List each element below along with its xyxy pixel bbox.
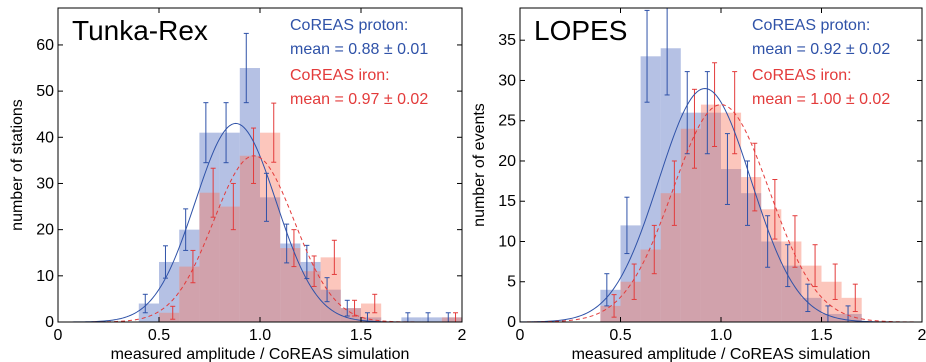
bar-proton [700, 112, 721, 322]
x-tick-label: 2 [918, 327, 926, 344]
bar-iron [441, 317, 462, 322]
bar-iron [219, 206, 240, 322]
legend-proton-stat: mean = 0.92 ± 0.02 [752, 41, 890, 58]
fit-curve-iron [58, 155, 462, 322]
bar-proton [841, 313, 862, 322]
bar-iron [340, 308, 361, 322]
legend-iron-stat: mean = 1.00 ± 0.02 [752, 91, 890, 108]
bar-iron [801, 265, 822, 322]
bar-proton [159, 261, 180, 322]
bar-proton [620, 225, 641, 322]
y-tick-label: 30 [36, 175, 54, 192]
legend-proton-label: CoREAS proton: [290, 17, 408, 34]
y-axis-label: number of events [471, 103, 488, 227]
y-tick-label: 30 [498, 72, 516, 89]
y-tick-label: 10 [498, 233, 516, 250]
bar-proton [640, 56, 661, 322]
y-axis-label: number of stations [9, 99, 26, 231]
y-tick-label: 40 [36, 129, 54, 146]
bar-proton [260, 197, 281, 322]
bar-iron [620, 281, 641, 322]
bar-iron [300, 271, 321, 322]
legend-iron-stat: mean = 0.97 ± 0.02 [290, 91, 428, 108]
bar-iron [199, 192, 220, 322]
x-tick-label: 1.5 [810, 327, 832, 344]
bar-proton [401, 317, 422, 322]
bar-proton [320, 289, 341, 322]
bar-iron [721, 112, 742, 322]
bar-iron [761, 209, 782, 322]
x-tick-label: 0.5 [609, 327, 631, 344]
y-tick-label: 0 [45, 314, 54, 331]
bar-iron [700, 104, 721, 322]
x-tick-label: 0.5 [148, 327, 170, 344]
bar-iron [179, 266, 200, 322]
bar-iron [680, 128, 701, 322]
bar-proton [138, 303, 159, 322]
bar-proton [821, 313, 842, 322]
panel-title: Tunka-Rex [72, 15, 208, 46]
y-tick-label: 25 [498, 113, 516, 130]
bar-proton [340, 308, 361, 322]
legend-iron-label: CoREAS iron: [290, 67, 390, 84]
chart-panel-2: 0 5 10 15 20 25 30 35 0 0.5 1.0 1.5 2 measured amplit… [471, 7, 926, 362]
legend-proton-stat: mean = 0.88 ± 0.01 [290, 41, 428, 58]
bar-proton [781, 265, 802, 322]
y-tick-label: 20 [498, 153, 516, 170]
y-tick-label: 20 [36, 222, 54, 239]
y-tick-label: 15 [498, 193, 516, 210]
legend-proton-label: CoREAS proton: [752, 17, 870, 34]
y-tick-label: 60 [36, 37, 54, 54]
y-tick-label: 0 [507, 314, 516, 331]
bar-proton [801, 297, 822, 322]
bar-proton [199, 132, 220, 322]
bar-proton [761, 241, 782, 322]
bar-proton [421, 317, 442, 322]
x-tick-label: 0 [516, 327, 525, 344]
x-axis-label: measured amplitude / CoREAS simulation [111, 346, 410, 362]
bar-iron [239, 155, 260, 322]
x-tick-label: 2 [458, 327, 467, 344]
plot-area [520, 8, 922, 322]
bar-iron [821, 281, 842, 322]
bar-proton [219, 132, 240, 322]
panel-title: LOPES [534, 15, 627, 46]
bar-iron [159, 312, 180, 322]
fit-curve-proton [520, 88, 922, 322]
fit-curve-iron [520, 104, 922, 322]
y-tick-label: 35 [498, 32, 516, 49]
bar-iron [640, 249, 661, 322]
bar-iron [260, 132, 281, 322]
bar-iron [841, 297, 862, 322]
x-axis-label: measured amplitude / CoREAS simulation [572, 346, 871, 362]
bar-iron [660, 193, 681, 322]
chart-panel-1: 0 10 20 30 40 50 60 0 0.5 1.0 1.5 2 measured amplitu… [9, 7, 467, 362]
bar-iron [361, 303, 382, 322]
bar-proton [680, 112, 701, 322]
x-tick-label: 0 [54, 327, 63, 344]
bar-proton [239, 68, 260, 322]
y-tick-label: 10 [36, 268, 54, 285]
y-tick-label: 50 [36, 83, 54, 100]
bar-iron [600, 305, 621, 322]
x-tick-label: 1.0 [249, 327, 271, 344]
x-tick-label: 1.5 [350, 327, 372, 344]
bar-iron [320, 257, 341, 322]
legend-iron-label: CoREAS iron: [752, 67, 852, 84]
bar-proton [721, 169, 742, 322]
bar-iron [741, 177, 762, 322]
bar-proton [441, 317, 462, 322]
bar-proton [660, 48, 681, 322]
x-tick-label: 1.0 [710, 327, 732, 344]
y-tick-label: 5 [507, 274, 516, 291]
plot-area [58, 32, 462, 322]
